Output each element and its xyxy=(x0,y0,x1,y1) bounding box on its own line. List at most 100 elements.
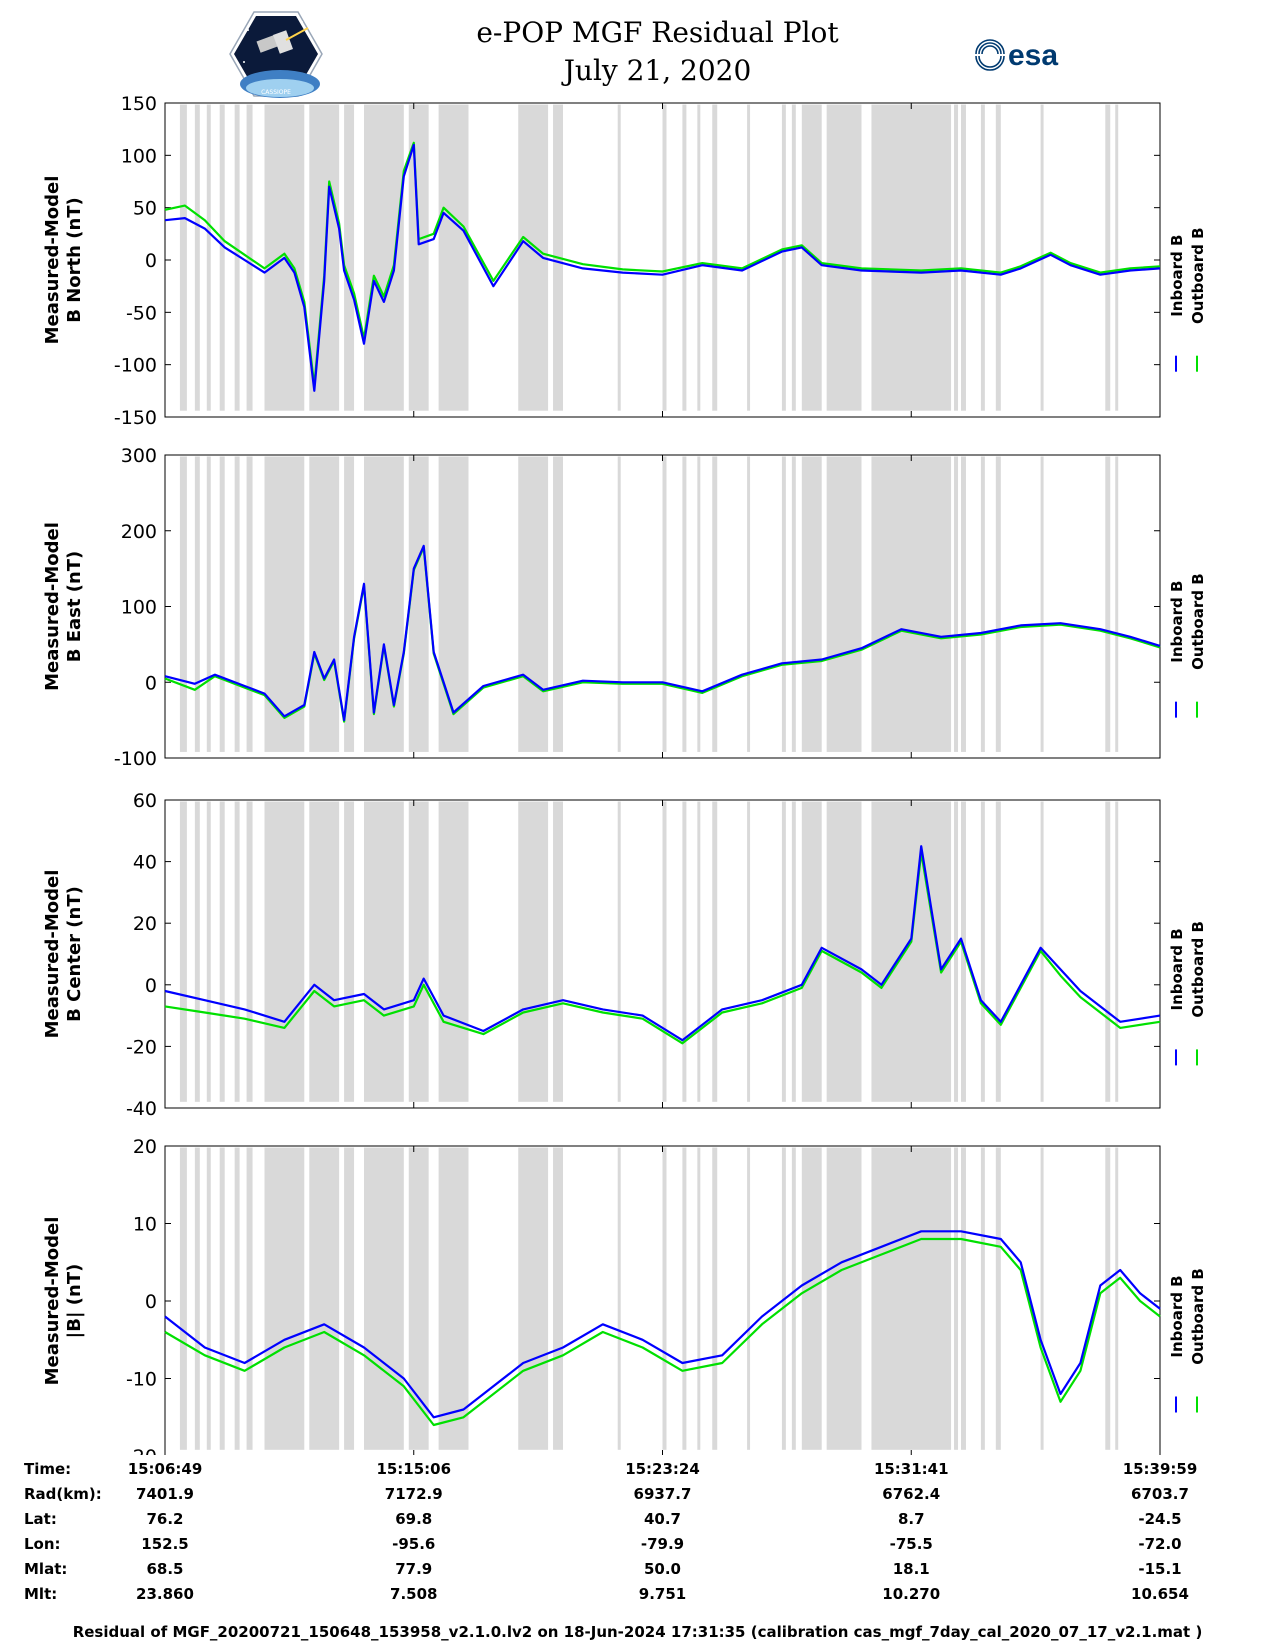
legend-label: Inboard B xyxy=(1168,235,1186,317)
gap-band xyxy=(995,801,1001,1102)
y-tick-label: 300 xyxy=(121,445,157,467)
gap-band xyxy=(246,1147,253,1450)
gap-band xyxy=(206,1147,211,1450)
gap-band xyxy=(364,1147,404,1450)
series-line-inboard-b xyxy=(164,1230,1161,1419)
gap-band xyxy=(1040,1147,1044,1450)
table-cell: 76.2 xyxy=(146,1510,184,1528)
gap-band xyxy=(697,456,701,752)
gap-band xyxy=(234,104,240,411)
gap-band xyxy=(801,456,822,752)
gap-band xyxy=(961,1147,966,1450)
table-row: Lon: 152.5 -95.6 -79.9 -75.5 -72.0 xyxy=(0,1535,1275,1557)
table-cell: 10.654 xyxy=(1131,1585,1189,1603)
gap-band xyxy=(179,1147,187,1450)
y-axis-label-units: B Center (nT) xyxy=(64,886,85,1022)
gap-band xyxy=(980,456,985,752)
y-tick-label: -150 xyxy=(114,407,157,429)
table-cell: 7401.9 xyxy=(136,1485,194,1503)
gap-band xyxy=(194,456,200,752)
gap-band xyxy=(1105,801,1111,1102)
table-cell: 6762.4 xyxy=(882,1485,941,1503)
gap-band xyxy=(518,801,549,1102)
gap-band xyxy=(553,456,563,752)
gap-band xyxy=(682,1147,687,1450)
gap-band xyxy=(246,456,253,752)
table-cell: 6937.7 xyxy=(633,1485,692,1503)
table-cell: 15:31:41 xyxy=(873,1460,949,1478)
gap-band xyxy=(408,456,429,752)
gap-band xyxy=(518,1147,549,1450)
panel-1: -150 -100 -50 0 50 100 150 Measured-Model B Nort… xyxy=(42,93,1207,429)
gap-band xyxy=(682,801,687,1102)
legend-label: Outboard B xyxy=(1189,1268,1207,1365)
gap-band xyxy=(219,801,225,1102)
gap-band xyxy=(246,801,253,1102)
gap-band xyxy=(791,801,796,1102)
table-cell: 68.5 xyxy=(146,1560,184,1578)
y-tick-label: 60 xyxy=(133,790,157,812)
legend-label: Inboard B xyxy=(1168,581,1186,663)
gap-band xyxy=(179,104,187,411)
gap-band xyxy=(553,1147,563,1450)
table-row-label: Mlat: xyxy=(24,1560,68,1578)
gap-band xyxy=(309,456,340,752)
gap-band xyxy=(712,104,718,411)
legend-label: Outboard B xyxy=(1189,921,1207,1018)
gap-band xyxy=(1115,801,1119,1102)
y-tick-label: 150 xyxy=(121,93,157,115)
table-cell: 7.508 xyxy=(390,1585,438,1603)
y-tick-label: -10 xyxy=(126,1369,157,1391)
gap-band xyxy=(954,104,959,411)
table-cell: 40.7 xyxy=(643,1510,681,1528)
gap-band xyxy=(995,1147,1001,1450)
plot-date: July 21, 2020 xyxy=(563,54,752,87)
gap-band xyxy=(826,104,862,411)
gap-band xyxy=(364,801,404,1102)
gap-band xyxy=(194,1147,200,1450)
esa-logo-text: esa xyxy=(1008,39,1058,72)
gap-band xyxy=(662,801,667,1102)
table-cell: -75.5 xyxy=(889,1535,933,1553)
y-axis-label-units: B North (nT) xyxy=(64,197,85,323)
table-row-label: Lat: xyxy=(24,1510,57,1528)
table-row: Mlat: 68.5 77.9 50.0 18.1 -15.1 xyxy=(0,1560,1275,1582)
esa-logo: esa xyxy=(975,39,1058,72)
table-cell: 18.1 xyxy=(892,1560,930,1578)
gap-band xyxy=(438,801,469,1102)
gap-band xyxy=(781,456,786,752)
y-tick-label: -100 xyxy=(114,355,157,377)
gap-band xyxy=(781,801,786,1102)
gap-band xyxy=(980,1147,985,1450)
gap-band xyxy=(408,1147,429,1450)
gap-band xyxy=(662,104,667,411)
y-tick-label: 10 xyxy=(133,1214,157,1236)
y-tick-label: 50 xyxy=(133,198,157,220)
legend: Inboard B Outboard B xyxy=(1168,921,1207,1066)
ephemeris-table: Time: 15:06:49 15:15:06 15:23:24 15:31:41 15:… xyxy=(0,1460,1275,1620)
legend: Inboard B Outboard B xyxy=(1168,1268,1207,1413)
legend-label: Inboard B xyxy=(1168,1275,1186,1357)
gap-band xyxy=(980,104,985,411)
gap-band xyxy=(801,1147,822,1450)
table-cell: 15:39:59 xyxy=(1122,1460,1198,1478)
gap-band xyxy=(1105,456,1111,752)
panel-2: -100 0 100 200 300 Measured-Model B East (nT) I… xyxy=(42,445,1207,770)
gap-band xyxy=(408,104,429,411)
gap-band xyxy=(961,456,966,752)
gap-band xyxy=(206,801,211,1102)
gap-band xyxy=(871,104,952,411)
table-cell: 69.8 xyxy=(395,1510,433,1528)
gap-band xyxy=(219,104,225,411)
gap-band xyxy=(206,456,211,752)
y-tick-label: -20 xyxy=(126,1036,157,1058)
gap-band xyxy=(518,456,549,752)
gap-band xyxy=(264,801,305,1102)
table-cell: -72.0 xyxy=(1138,1535,1182,1553)
series-line-inboard-b xyxy=(164,845,1161,1042)
gap-band xyxy=(697,801,701,1102)
gap-band xyxy=(344,1147,355,1450)
gap-band xyxy=(747,1147,751,1450)
data-gap-shading xyxy=(179,801,1119,1102)
table-row-label: Rad(km): xyxy=(24,1485,102,1503)
